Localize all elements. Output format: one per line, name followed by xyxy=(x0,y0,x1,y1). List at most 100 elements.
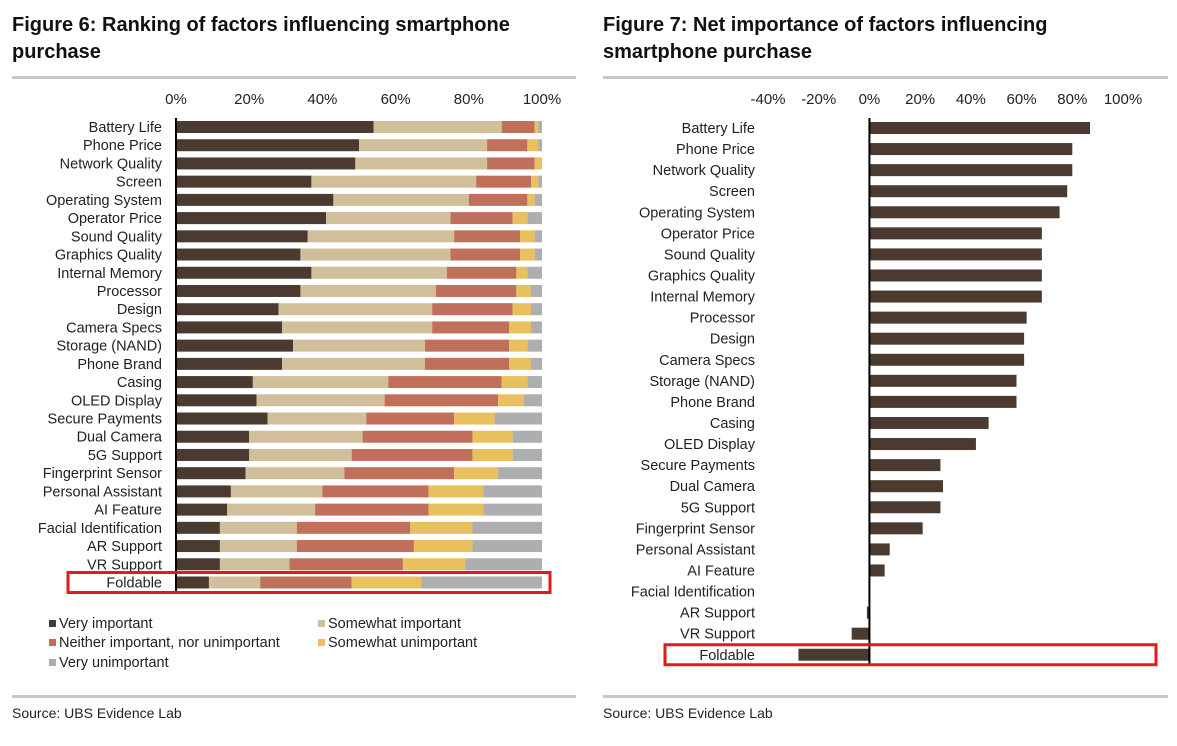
x-tick-label: 60% xyxy=(1007,91,1037,108)
legend-label: Very unimportant xyxy=(59,655,169,671)
bar-neither-important-nor-unimportant-secure-payments xyxy=(366,412,455,425)
bar-somewhat-important-battery-life xyxy=(373,121,502,133)
category-label: Camera Specs xyxy=(659,353,755,369)
category-label: Personal Assistant xyxy=(43,484,162,500)
bar-somewhat-important-internal-memory xyxy=(311,266,447,279)
bar-very-unimportant-5g-support xyxy=(512,448,542,461)
bar-neither-important-nor-unimportant-camera-specs xyxy=(432,321,510,334)
figure-6-title: Figure 6: Ranking of factors influencing… xyxy=(12,12,576,66)
bar-somewhat-important-5g-support xyxy=(249,448,352,461)
bar-somewhat-unimportant-secure-payments xyxy=(454,412,495,425)
bar-somewhat-unimportant-oled-display xyxy=(498,394,524,407)
bar-very-important-storage-nand xyxy=(176,339,294,352)
net-bar-design xyxy=(869,332,1025,345)
bar-neither-important-nor-unimportant-internal-memory xyxy=(446,266,517,279)
stacked-bar-chart: 0% 20% 40% 60% 80% 100% Battery Life Phone Pric… xyxy=(38,91,561,671)
bar-neither-important-nor-unimportant-processor xyxy=(435,284,517,297)
bar-neither-important-nor-unimportant-network-quality xyxy=(487,157,535,170)
highlight-box-foldable xyxy=(663,643,1158,667)
bar-very-unimportant-operator-price xyxy=(527,212,542,225)
legend-label: Somewhat important xyxy=(328,616,461,632)
net-bar-5g-support xyxy=(869,501,941,514)
bar-very-important-screen xyxy=(176,175,312,188)
category-label: Dual Camera xyxy=(670,479,756,495)
bar-somewhat-unimportant-phone-price xyxy=(527,139,539,152)
net-bar-screen xyxy=(869,185,1068,198)
bar-very-unimportant-foldable xyxy=(421,576,542,589)
bar-very-unimportant-secure-payments xyxy=(494,412,542,425)
legend-label: Very important xyxy=(59,616,153,632)
bar-neither-important-nor-unimportant-ar-support xyxy=(296,540,414,553)
category-label: Phone Price xyxy=(676,142,755,158)
net-bar-network-quality xyxy=(869,164,1073,177)
bar-somewhat-important-oled-display xyxy=(256,394,385,407)
x-tick-label: -40% xyxy=(750,91,785,108)
top-divider xyxy=(12,76,576,79)
bar-very-unimportant-vr-support xyxy=(465,558,542,571)
legend-swatch xyxy=(49,639,56,646)
bar-very-unimportant-ai-feature xyxy=(483,503,542,516)
category-label: Dual Camera xyxy=(77,430,163,446)
bar-very-unimportant-ar-support xyxy=(472,540,542,553)
category-label: Screen xyxy=(116,175,162,191)
figure-6-panel: Figure 6: Ranking of factors influencing… xyxy=(12,0,576,721)
category-label: Fingerprint Sensor xyxy=(43,466,162,482)
bar-neither-important-nor-unimportant-casing xyxy=(388,376,502,389)
bar-somewhat-important-screen xyxy=(311,175,477,188)
bar-very-important-casing xyxy=(176,376,253,389)
figure-6-title-line2: purchase xyxy=(12,41,101,63)
bar-somewhat-important-personal-assistant xyxy=(230,485,323,498)
net-bar-operator-price xyxy=(869,227,1042,240)
bar-somewhat-important-design xyxy=(278,303,433,316)
legend-swatch xyxy=(49,659,56,666)
category-label: Operator Price xyxy=(661,226,755,242)
bar-neither-important-nor-unimportant-screen xyxy=(476,175,532,188)
bar-somewhat-important-ai-feature xyxy=(227,503,316,516)
category-label: Internal Memory xyxy=(57,266,163,282)
bar-neither-important-nor-unimportant-fingerprint-sensor xyxy=(344,467,455,480)
bar-somewhat-unimportant-ar-support xyxy=(413,540,473,553)
bar-somewhat-unimportant-operating-system xyxy=(527,193,535,206)
net-bar-graphics-quality xyxy=(869,269,1042,282)
category-label: AR Support xyxy=(680,606,755,622)
bar-very-important-internal-memory xyxy=(176,266,312,279)
bar-very-important-foldable xyxy=(176,576,209,589)
bar-somewhat-unimportant-facial-identification xyxy=(410,521,473,534)
x-tick-label: 60% xyxy=(381,91,411,108)
category-label: AR Support xyxy=(87,539,162,555)
bar-somewhat-important-dual-camera xyxy=(249,430,363,443)
bar-very-important-ai-feature xyxy=(176,503,228,516)
net-bar-personal-assistant xyxy=(869,543,890,556)
bar-very-important-fingerprint-sensor xyxy=(176,467,246,480)
bar-neither-important-nor-unimportant-phone-price xyxy=(487,139,528,152)
bar-very-unimportant-graphics-quality xyxy=(534,248,542,261)
bar-very-unimportant-operating-system xyxy=(534,193,542,206)
x-tick-label: 20% xyxy=(905,91,935,108)
figure-7-title-line2: smartphone purchase xyxy=(603,41,812,63)
bar-very-unimportant-dual-camera xyxy=(512,430,542,443)
category-label: OLED Display xyxy=(664,437,756,453)
bar-neither-important-nor-unimportant-ai-feature xyxy=(315,503,429,516)
bar-very-unimportant-oled-display xyxy=(523,394,542,407)
bar-somewhat-important-graphics-quality xyxy=(300,248,451,261)
bar-neither-important-nor-unimportant-sound-quality xyxy=(454,230,521,243)
bar-very-important-dual-camera xyxy=(176,430,250,443)
category-label: Graphics Quality xyxy=(648,268,756,284)
category-label: Operating System xyxy=(639,205,755,221)
bar-very-important-design xyxy=(176,303,279,316)
legend-label: Somewhat unimportant xyxy=(328,635,477,651)
bar-very-unimportant-camera-specs xyxy=(531,321,542,334)
bar-very-unimportant-personal-assistant xyxy=(483,485,542,498)
bar-neither-important-nor-unimportant-facial-identification xyxy=(296,521,411,534)
bar-somewhat-unimportant-graphics-quality xyxy=(520,248,535,261)
bar-very-important-secure-payments xyxy=(176,412,268,425)
bar-somewhat-unimportant-5g-support xyxy=(472,448,513,461)
net-bar-secure-payments xyxy=(869,459,941,472)
bar-somewhat-important-fingerprint-sensor xyxy=(245,467,345,480)
category-label: Facial Identification xyxy=(631,585,755,601)
category-label: Processor xyxy=(97,284,162,300)
source-note: Source: UBS Evidence Lab xyxy=(12,705,182,721)
category-label: Screen xyxy=(709,184,755,200)
net-bar-casing xyxy=(869,416,989,429)
bar-very-important-facial-identification xyxy=(176,521,220,534)
